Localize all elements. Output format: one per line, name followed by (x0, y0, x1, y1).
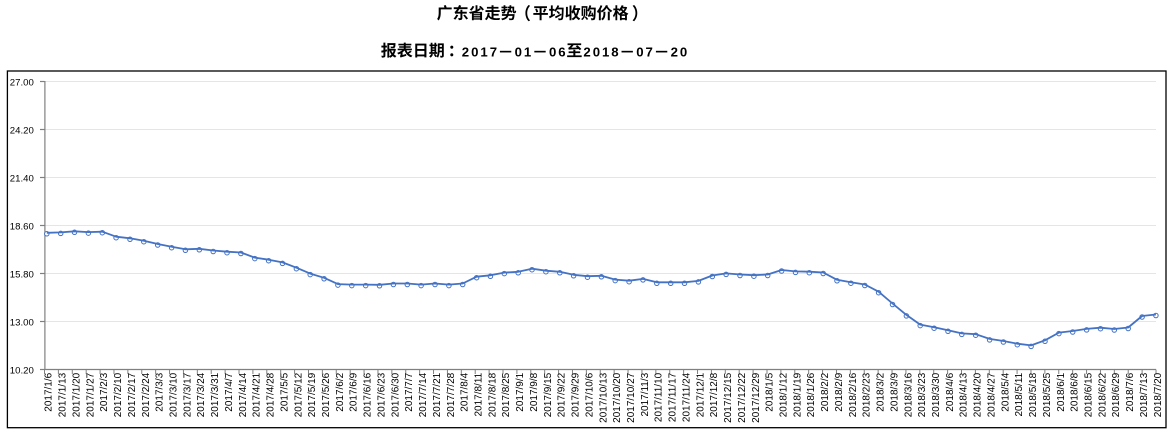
svg-text:2018/3/16: 2018/3/16 (903, 372, 914, 417)
svg-text:18.60: 18.60 (10, 221, 34, 232)
svg-text:2018/4/6: 2018/4/6 (945, 372, 956, 411)
svg-text:2017/11/17: 2017/11/17 (668, 372, 679, 422)
svg-text:2017/6/16: 2017/6/16 (363, 372, 374, 417)
svg-text:2017/3/24: 2017/3/24 (196, 372, 207, 417)
svg-text:2017/12/29: 2017/12/29 (751, 372, 762, 422)
svg-text:2017/6/30: 2017/6/30 (390, 372, 401, 417)
svg-text:2017/11/10: 2017/11/10 (654, 372, 665, 422)
svg-text:2017/3/10: 2017/3/10 (168, 372, 179, 417)
svg-text:2017/2/10: 2017/2/10 (113, 372, 124, 417)
svg-text:2017/4/21: 2017/4/21 (252, 372, 263, 417)
svg-text:2017/3/3: 2017/3/3 (155, 372, 166, 411)
svg-text:2017/6/2: 2017/6/2 (335, 372, 346, 411)
svg-text:2017/1/27: 2017/1/27 (85, 372, 96, 417)
svg-text:2017/5/26: 2017/5/26 (321, 372, 332, 417)
svg-text:2017/7/21: 2017/7/21 (432, 372, 443, 417)
svg-text:2017/8/18: 2017/8/18 (487, 372, 498, 417)
svg-text:24.20: 24.20 (10, 125, 34, 136)
svg-text:2018/7/6: 2018/7/6 (1125, 372, 1136, 411)
svg-text:2017/4/28: 2017/4/28 (266, 372, 277, 417)
svg-text:2018/7/13: 2018/7/13 (1139, 372, 1150, 417)
svg-text:2018/4/13: 2018/4/13 (959, 372, 970, 417)
svg-text:21.40: 21.40 (10, 173, 34, 184)
svg-text:2017: 2017 (462, 44, 499, 59)
svg-text:2017/12/15: 2017/12/15 (723, 372, 734, 422)
svg-text:2018/2/16: 2018/2/16 (848, 372, 859, 417)
svg-text:2018/5/18: 2018/5/18 (1028, 372, 1039, 417)
svg-text:2018/6/15: 2018/6/15 (1084, 372, 1095, 417)
svg-text:2018/2/2: 2018/2/2 (820, 372, 831, 411)
svg-text:2017/8/4: 2017/8/4 (460, 372, 471, 411)
svg-text:2017/10/27: 2017/10/27 (626, 372, 637, 422)
svg-text:2017/4/14: 2017/4/14 (238, 372, 249, 417)
svg-text:2017/10/20: 2017/10/20 (612, 372, 623, 422)
svg-text:2018/3/23: 2018/3/23 (917, 372, 928, 417)
svg-text:2018/2/9: 2018/2/9 (834, 372, 845, 411)
svg-text:2017/6/23: 2017/6/23 (376, 372, 387, 417)
svg-text:06: 06 (549, 44, 568, 59)
svg-text:2018/2/23: 2018/2/23 (862, 372, 873, 417)
svg-text:2017/9/15: 2017/9/15 (543, 372, 554, 417)
svg-text:2018/6/29: 2018/6/29 (1111, 372, 1122, 417)
svg-text:2017/10/13: 2017/10/13 (598, 372, 609, 422)
svg-text:2017/9/29: 2017/9/29 (571, 372, 582, 417)
svg-text:2017/11/3: 2017/11/3 (640, 372, 651, 416)
svg-text:2017/9/8: 2017/9/8 (529, 372, 540, 411)
svg-text:2017/9/1: 2017/9/1 (515, 372, 526, 411)
svg-text:2017/7/7: 2017/7/7 (404, 372, 415, 411)
svg-text:2017/2/17: 2017/2/17 (127, 372, 138, 417)
svg-text:13.00: 13.00 (10, 317, 34, 328)
svg-text:15.80: 15.80 (10, 269, 34, 280)
svg-text:2017/3/17: 2017/3/17 (182, 372, 193, 417)
svg-text:2018/3/30: 2018/3/30 (931, 372, 942, 417)
svg-text:2017/10/6: 2017/10/6 (584, 372, 595, 417)
svg-text:2017/1/13: 2017/1/13 (58, 372, 69, 417)
svg-text:2017/8/11: 2017/8/11 (473, 372, 484, 416)
svg-text:2018/6/1: 2018/6/1 (1056, 372, 1067, 411)
svg-text:07: 07 (636, 44, 655, 59)
svg-text:2017/12/22: 2017/12/22 (737, 372, 748, 422)
svg-text:2018/5/11: 2018/5/11 (1014, 372, 1025, 416)
svg-text:2018/4/20: 2018/4/20 (973, 372, 984, 417)
svg-text:2017/9/22: 2017/9/22 (557, 372, 568, 417)
svg-text:2017/4/7: 2017/4/7 (224, 372, 235, 411)
svg-text:2018/3/2: 2018/3/2 (876, 372, 887, 411)
svg-text:2018/6/8: 2018/6/8 (1070, 372, 1081, 411)
svg-text:2018/1/19: 2018/1/19 (792, 372, 803, 417)
svg-text:2017/2/3: 2017/2/3 (99, 372, 110, 411)
svg-text:2018: 2018 (583, 44, 620, 59)
svg-text:2017/6/9: 2017/6/9 (349, 372, 360, 411)
svg-text:01: 01 (515, 44, 534, 59)
svg-text:2017/1/6: 2017/1/6 (44, 372, 55, 411)
svg-text:2017/7/28: 2017/7/28 (446, 372, 457, 417)
svg-text:2017/12/1: 2017/12/1 (695, 372, 706, 417)
svg-text:2018/5/25: 2018/5/25 (1042, 372, 1053, 417)
svg-text:2017/7/14: 2017/7/14 (418, 372, 429, 417)
svg-text:2018/5/4: 2018/5/4 (1000, 372, 1011, 411)
svg-text:2017/1/20: 2017/1/20 (71, 372, 82, 417)
svg-text:2018/1/5: 2018/1/5 (765, 372, 776, 411)
svg-text:2017/5/19: 2017/5/19 (307, 372, 318, 417)
svg-text:2017/5/12: 2017/5/12 (293, 372, 304, 417)
svg-text:2017/2/24: 2017/2/24 (141, 372, 152, 417)
svg-text:2018/4/27: 2018/4/27 (986, 372, 997, 417)
svg-text:2018/7/20: 2018/7/20 (1153, 372, 1164, 417)
svg-text:20: 20 (671, 44, 690, 59)
svg-text:2017/5/5: 2017/5/5 (279, 372, 290, 411)
svg-text:2018/1/26: 2018/1/26 (806, 372, 817, 417)
svg-text:2017/12/8: 2017/12/8 (709, 372, 720, 417)
svg-text:2017/8/25: 2017/8/25 (501, 372, 512, 417)
svg-text:2018/6/22: 2018/6/22 (1097, 372, 1108, 417)
svg-text:2018/3/9: 2018/3/9 (889, 372, 900, 411)
svg-text:2017/3/31: 2017/3/31 (210, 372, 221, 417)
svg-text:2018/1/12: 2018/1/12 (778, 372, 789, 417)
svg-text:10.20: 10.20 (10, 365, 34, 376)
svg-text:27.00: 27.00 (10, 77, 34, 88)
svg-text:2017/11/24: 2017/11/24 (681, 372, 692, 422)
